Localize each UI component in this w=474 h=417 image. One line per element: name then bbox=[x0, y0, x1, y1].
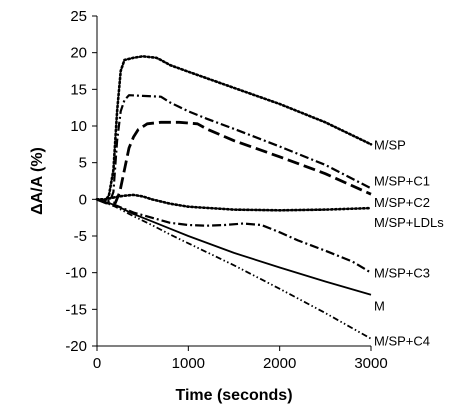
series-line-m-sp-c3 bbox=[96, 198, 372, 274]
series-label: M bbox=[374, 299, 385, 314]
x-axis-title: Time (seconds) bbox=[175, 387, 292, 404]
series-line-m-sp-c1 bbox=[96, 94, 372, 205]
y-tick-label: -15 bbox=[65, 301, 87, 318]
x-tick-label: 1000 bbox=[172, 355, 205, 372]
series-labels-layer: M/SP M/SP+C1 M/SP+C2 M/SP+LDLs M/SP+C3 M M/SP+… bbox=[374, 137, 444, 348]
y-axis-title: ΔA/A (%) bbox=[29, 147, 46, 215]
x-tick-label: 3000 bbox=[354, 355, 387, 372]
x-tick-label: 0 bbox=[93, 355, 101, 372]
series-label: M/SP+C4 bbox=[374, 334, 430, 349]
y-tick-label: 10 bbox=[70, 118, 87, 135]
series-label: M/SP+C3 bbox=[374, 266, 430, 281]
series-label: M/SP+C1 bbox=[374, 173, 430, 188]
series-line-m-sp-ldls bbox=[95, 193, 373, 212]
series-line-m-sp-c2 bbox=[96, 120, 372, 205]
y-tick-label: 25 bbox=[70, 8, 87, 25]
y-tick-label: 0 bbox=[79, 191, 87, 208]
series-line-m bbox=[96, 198, 372, 296]
y-tick-label: 15 bbox=[70, 81, 87, 98]
series-label: M/SP bbox=[374, 137, 406, 152]
x-tick-label: 2000 bbox=[263, 355, 296, 372]
series-line-m-sp-c4 bbox=[96, 198, 372, 340]
series-label: M/SP+C2 bbox=[374, 195, 430, 210]
series-layer bbox=[95, 55, 373, 340]
y-tick-label: 5 bbox=[79, 155, 87, 172]
y-tick-label: -5 bbox=[74, 228, 87, 245]
axes-layer bbox=[96, 16, 371, 347]
series-label: M/SP+LDLs bbox=[374, 215, 444, 230]
y-tick-label: 20 bbox=[70, 45, 87, 62]
series-line-m-sp bbox=[95, 55, 373, 203]
ticks-layer: -20 -15 -10 -5 0 5 10 15 20 25 0 1000 2000 3000 bbox=[65, 8, 387, 372]
y-tick-label: -20 bbox=[65, 338, 87, 355]
y-tick-label: -10 bbox=[65, 265, 87, 282]
